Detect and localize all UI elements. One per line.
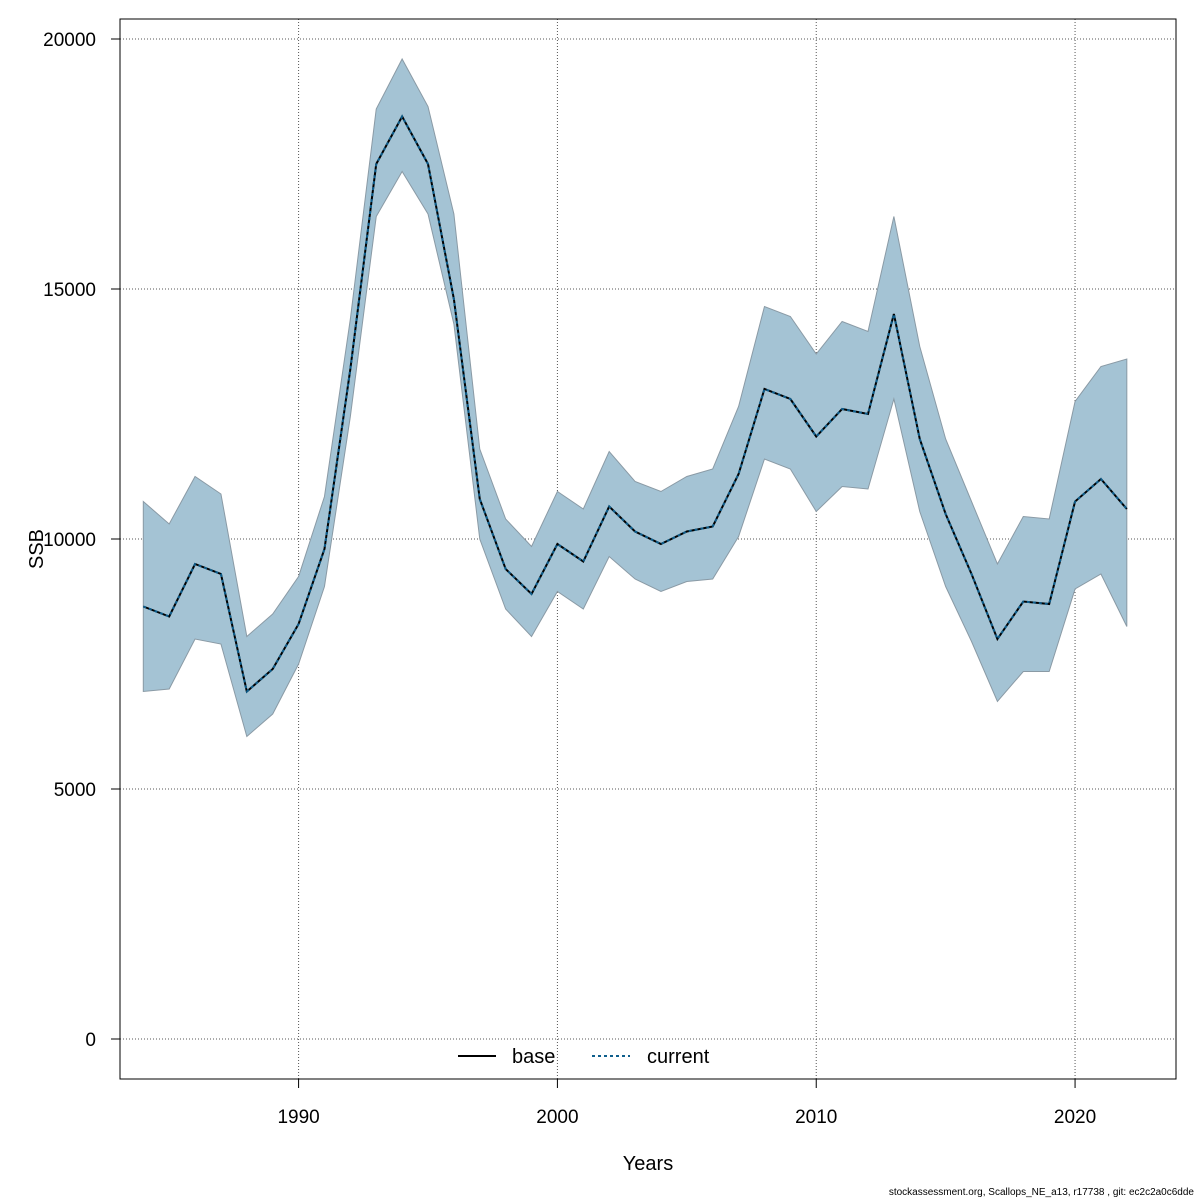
y-tick-label-15000: 15000 bbox=[43, 280, 96, 301]
footer-caption: stockassessment.org, Scallops_NE_a13, r1… bbox=[888, 1187, 1194, 1198]
y-tick-label-5000: 5000 bbox=[54, 780, 96, 801]
plot-frame bbox=[119, 18, 1177, 1080]
x-axis: 1990 2000 2010 2020 bbox=[277, 1079, 1096, 1128]
x-tick-label-1990: 1990 bbox=[277, 1107, 319, 1128]
legend-current-label: current bbox=[647, 1046, 710, 1068]
y-axis: 0 5000 10000 15000 20000 bbox=[43, 30, 120, 1051]
x-tick-label-2020: 2020 bbox=[1054, 1107, 1096, 1128]
y-tick-label-20000: 20000 bbox=[43, 30, 96, 51]
x-axis-title: Years bbox=[623, 1153, 673, 1175]
legend: base current bbox=[458, 1046, 710, 1068]
x-tick-label-2000: 2000 bbox=[536, 1107, 578, 1128]
series-points-current bbox=[143, 116, 1127, 692]
legend-base-label: base bbox=[512, 1046, 555, 1068]
x-tick-label-2010: 2010 bbox=[795, 1107, 837, 1128]
confidence-band-layer bbox=[142, 57, 1128, 738]
y-tick-label-0: 0 bbox=[85, 1030, 96, 1051]
series-layer bbox=[142, 114, 1128, 694]
y-axis-title: SSB bbox=[26, 529, 48, 569]
y-tick-label-10000: 10000 bbox=[43, 530, 96, 551]
confidence-band bbox=[142, 57, 1128, 738]
